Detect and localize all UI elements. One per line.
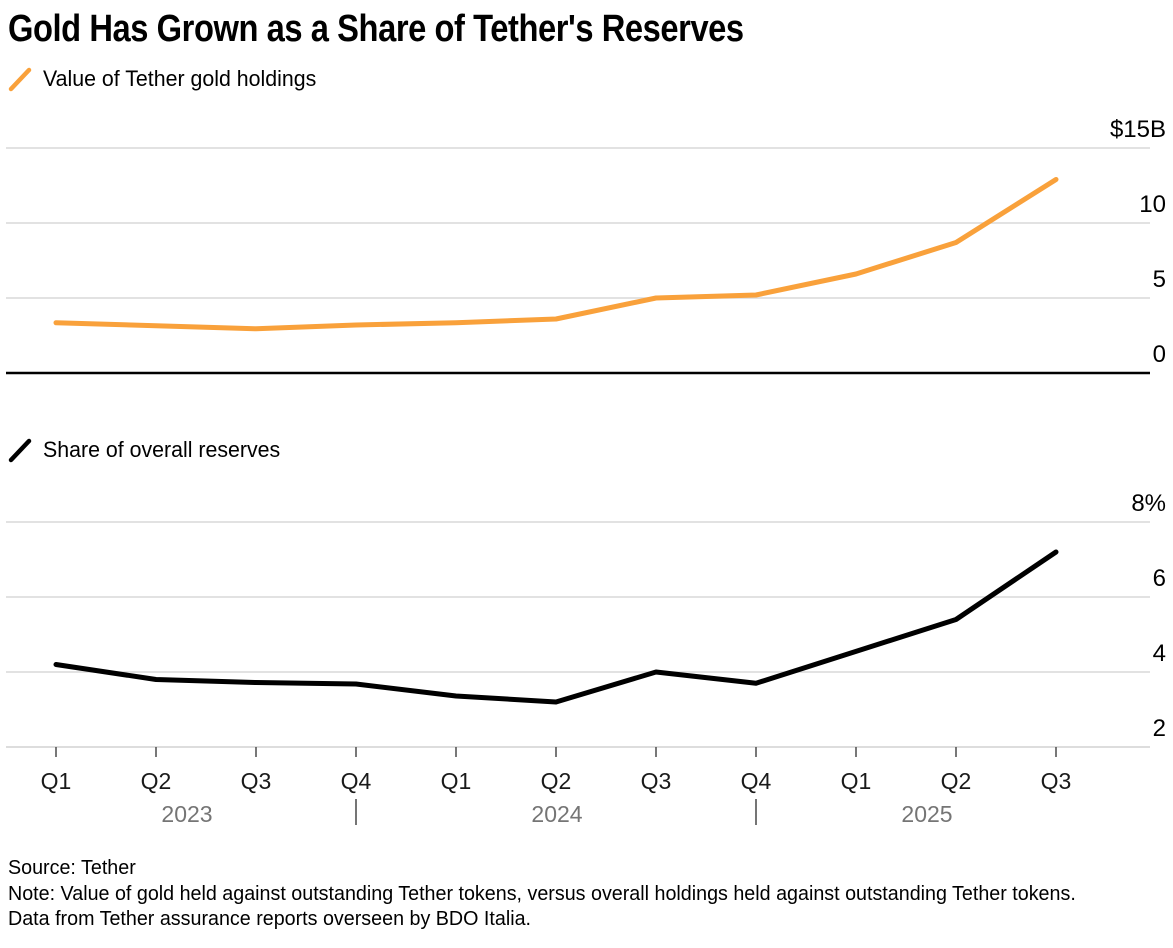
x-axis-label: Q1 (841, 768, 872, 794)
x-axis-label: Q3 (241, 768, 272, 794)
footer: Source: Tether Note: Value of gold held … (8, 856, 1121, 933)
legend-share-label: Share of overall reserves (43, 437, 281, 462)
year-label: 2024 (531, 801, 582, 827)
gold-slash-icon (8, 67, 32, 91)
source-line: Source: Tether (8, 857, 136, 879)
x-axis-label: Q3 (1041, 768, 1072, 794)
share-slash-icon (8, 438, 32, 462)
y-axis-label: 6 (1153, 565, 1166, 592)
y-axis-label: 5 (1153, 266, 1166, 293)
chart-title: Gold Has Grown as a Share of Tether's Re… (8, 8, 744, 50)
x-axis-label: Q2 (141, 768, 172, 794)
y-axis-label: 8% (1131, 490, 1166, 517)
x-axis-label: Q1 (441, 768, 472, 794)
year-label: 2023 (161, 801, 212, 827)
x-axis-label: Q3 (641, 768, 672, 794)
legend-share: Share of overall reserves (8, 437, 288, 463)
y-axis-label: $15B (1110, 116, 1166, 143)
x-axis-label: Q4 (341, 768, 372, 794)
gold-line (53, 177, 1059, 332)
y-axis-label: 2 (1153, 715, 1166, 742)
note-line: Note: Value of gold held against outstan… (8, 882, 1076, 931)
legend-gold: Value of Tether gold holdings (8, 66, 325, 92)
y-axis-label: 0 (1153, 341, 1166, 368)
year-label: 2025 (901, 801, 952, 827)
legend-gold-label: Value of Tether gold holdings (43, 66, 317, 91)
x-axis-label: Q1 (41, 768, 72, 794)
y-axis-label: 4 (1153, 640, 1166, 667)
share-line (53, 549, 1059, 705)
x-axis-label: Q2 (941, 768, 972, 794)
x-axis-label: Q2 (541, 768, 572, 794)
y-axis-label: 10 (1139, 191, 1166, 218)
x-axis-label: Q4 (741, 768, 772, 794)
